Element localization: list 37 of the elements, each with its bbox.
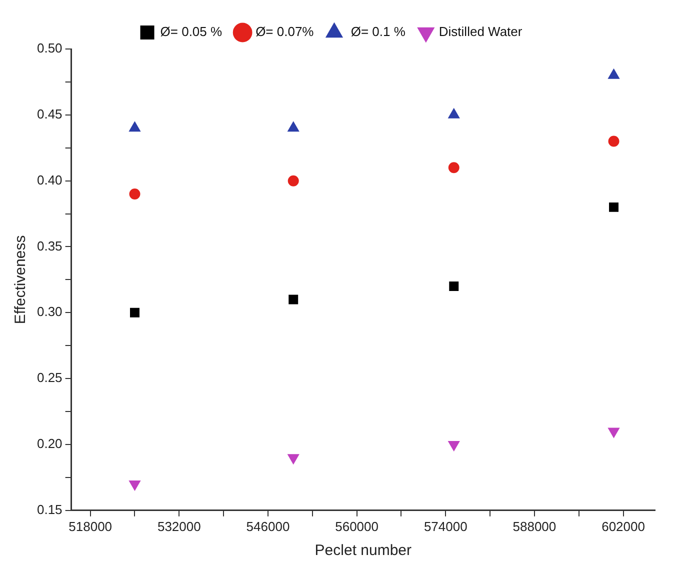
point xyxy=(608,68,620,79)
y-tick-label: 0.25 xyxy=(36,370,62,386)
y-tick-label: 0.15 xyxy=(36,502,62,517)
x-axis-title: Peclet number xyxy=(314,542,412,560)
point xyxy=(288,122,300,132)
x-tick-label: 518000 xyxy=(68,518,112,534)
point xyxy=(129,122,140,132)
y-tick-label: 0.50 xyxy=(36,40,62,56)
x-tick-label: 574000 xyxy=(424,518,468,534)
x-tick-label: 588000 xyxy=(512,518,556,534)
point xyxy=(448,162,460,174)
legend-label: Ø= 0.07% xyxy=(256,24,314,40)
x-tick-label: 532000 xyxy=(157,518,201,534)
x-tick-label: 560000 xyxy=(335,518,378,534)
point xyxy=(608,136,620,147)
point xyxy=(288,454,300,464)
legend-label: Ø= 0.1 % xyxy=(347,24,406,40)
point xyxy=(129,188,140,200)
y-tick-label: 0.45 xyxy=(36,106,62,122)
point xyxy=(288,294,298,304)
y-axis-title: Effectiveness xyxy=(12,235,30,324)
x-tick-label: 602000 xyxy=(602,518,645,534)
legend-label: Ø= 0.05 % xyxy=(160,24,223,40)
point xyxy=(288,175,299,186)
point xyxy=(609,202,619,212)
point xyxy=(448,440,460,451)
point xyxy=(130,308,140,318)
y-tick-label: 0.35 xyxy=(36,238,62,254)
point xyxy=(448,108,460,118)
point xyxy=(608,428,620,438)
y-tick-label: 0.20 xyxy=(36,436,62,452)
y-tick-label: 0.30 xyxy=(36,304,62,320)
legend-label: Distilled Water xyxy=(438,24,523,40)
point xyxy=(449,282,459,292)
x-tick-label: 546000 xyxy=(246,518,290,534)
y-tick-label: 0.40 xyxy=(36,172,62,188)
point xyxy=(129,480,140,491)
